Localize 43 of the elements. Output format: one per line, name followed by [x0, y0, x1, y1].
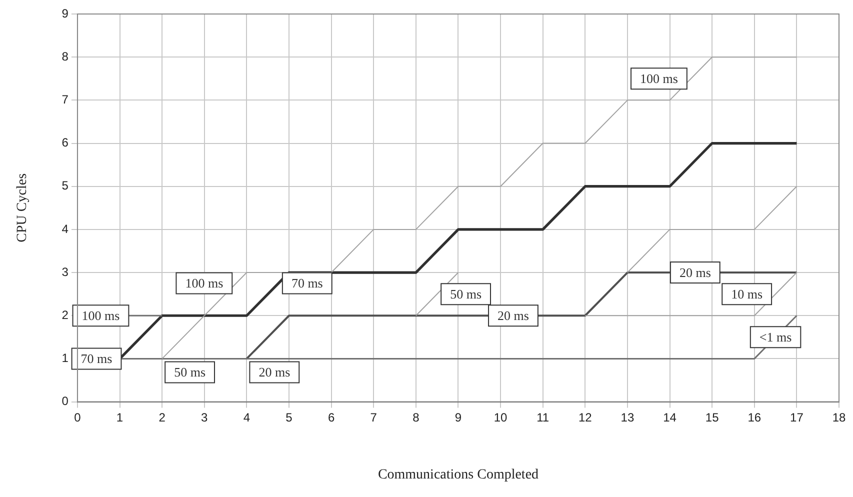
x-tick-label: 1	[116, 410, 124, 424]
x-axis-title: Communications Completed	[378, 467, 539, 482]
x-tick-label: 8	[412, 410, 420, 424]
annotation: 100 ms	[82, 308, 120, 324]
x-tick-label: 0	[74, 410, 82, 424]
y-tick-label: 8	[62, 49, 69, 64]
x-tick-label: 3	[201, 410, 208, 424]
x-tick-label: 14	[663, 410, 677, 424]
y-tick-label: 3	[62, 264, 69, 279]
x-tick-label: 18	[832, 410, 846, 424]
x-tick-label: 16	[748, 410, 762, 424]
x-tick-label: 17	[790, 410, 804, 424]
annotation: 20 ms	[258, 364, 290, 380]
y-tick-label: 4	[62, 222, 69, 236]
y-tick-label: 1	[62, 351, 69, 366]
annotation: 10 ms	[731, 286, 763, 302]
x-tick-label: 11	[536, 410, 550, 424]
annotation: 50 ms	[174, 364, 206, 380]
x-tick-label: 10	[494, 410, 508, 424]
y-axis-title: CPU Cycles	[15, 173, 30, 242]
annotation: 50 ms	[450, 286, 482, 302]
x-tick-label: 15	[705, 410, 720, 424]
y-tick-label: 6	[62, 136, 69, 150]
y-tick-label: 7	[62, 92, 69, 106]
x-tick-label: 4	[243, 410, 250, 424]
x-tick-label: 7	[370, 410, 378, 424]
annotation: 70 ms	[80, 351, 112, 366]
annotation: 20 ms	[679, 264, 711, 280]
annotation: 100 ms	[185, 276, 224, 291]
x-tick-label: 6	[328, 410, 335, 424]
annotation: <1 ms	[759, 330, 792, 345]
y-tick-label: 9	[62, 6, 69, 20]
x-tick-label: 13	[620, 410, 634, 424]
annotation: 100 ms	[640, 71, 678, 86]
annotation: 20 ms	[498, 308, 529, 324]
x-tick-label: 2	[158, 410, 166, 424]
x-tick-label: 12	[578, 410, 592, 424]
y-tick-label: 2	[62, 308, 69, 322]
x-tick-label: 5	[286, 410, 293, 424]
y-tick-label: 5	[62, 178, 69, 193]
y-tick-label: 0	[62, 394, 69, 408]
x-tick-label: 9	[454, 410, 462, 424]
annotation: 70 ms	[291, 276, 323, 291]
